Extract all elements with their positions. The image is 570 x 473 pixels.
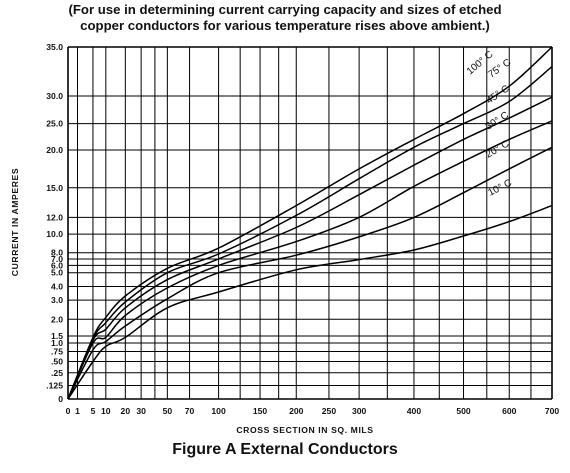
x-tick-label: 400 — [407, 406, 422, 416]
curve-75c — [67, 66, 553, 400]
y-tick-label: .25 — [51, 368, 63, 378]
curve-10c — [67, 204, 553, 400]
x-tick-label: 200 — [289, 406, 304, 416]
x-tick-label: 150 — [253, 406, 268, 416]
x-tick-label: 70 — [185, 406, 195, 416]
subtitle-line-1: (For use in determining current carrying… — [68, 2, 502, 17]
x-tick-label: 700 — [545, 406, 560, 416]
x-tick-label: 500 — [456, 406, 471, 416]
curve-20c — [67, 146, 553, 400]
tick-labels: 0 .125 .25 .50.751.01.5 2.0 3.0 4.0 5.06.07.08.… — [46, 42, 559, 416]
x-tick-label: 600 — [502, 406, 517, 416]
y-tick-label: .50 — [51, 356, 63, 366]
y-tick-label: 12.0 — [46, 212, 63, 222]
x-tick-label: 0 — [66, 406, 71, 416]
y-tick-label: 4.0 — [51, 282, 63, 292]
curve-45c — [67, 96, 553, 400]
x-tick-label: 10 — [101, 406, 111, 416]
curve-label-20c: 20° C — [484, 139, 511, 161]
x-tick-label: 20 — [121, 406, 131, 416]
y-tick-label: 30.0 — [46, 91, 63, 101]
x-tick-label: 1 — [75, 406, 80, 416]
x-tick-label: 300 — [352, 406, 367, 416]
y-tick-label: .125 — [46, 380, 63, 390]
subtitle-line-2: copper conductors for various temperatur… — [80, 18, 490, 33]
y-tick-label: 15.0 — [46, 183, 63, 193]
chart-subtitle: (For use in determining current carrying… — [0, 2, 570, 34]
x-tick-label: 5 — [91, 406, 96, 416]
curve-100c — [67, 46, 553, 400]
current-capacity-chart: 0 .125 .25 .50.751.01.5 2.0 3.0 4.0 5.06.07.08.… — [10, 42, 559, 435]
y-tick-label: 10.0 — [46, 229, 63, 239]
x-tick-label: 100 — [211, 406, 226, 416]
y-tick-label: 1.0 — [51, 338, 63, 348]
y-axis-label: CURRENT IN AMPERES — [10, 168, 20, 276]
y-tick-label: 0 — [58, 394, 63, 404]
y-tick-label: 5.0 — [51, 268, 63, 278]
grid — [67, 46, 553, 400]
curve-30c — [67, 120, 553, 400]
x-tick-label: 30 — [136, 406, 146, 416]
series-curves — [67, 46, 553, 400]
y-tick-label: 3.0 — [51, 295, 63, 305]
y-tick-label: 25.0 — [46, 119, 63, 129]
y-tick-label: 1.5 — [51, 331, 63, 341]
y-tick-label: 7.0 — [51, 254, 63, 264]
y-tick-label: 20.0 — [46, 145, 63, 155]
figure-caption: Figure A External Conductors — [172, 441, 398, 458]
x-tick-label: 250 — [322, 406, 337, 416]
x-axis-label: CROSS SECTION IN SQ. MILS — [236, 425, 373, 435]
y-tick-label: .75 — [51, 346, 63, 356]
y-tick-label: 35.0 — [46, 42, 63, 52]
x-tick-label: 50 — [163, 406, 173, 416]
y-tick-label: 2.0 — [51, 314, 63, 324]
y-tick-label: 6.0 — [51, 260, 63, 270]
y-tick-label: 8.0 — [51, 248, 63, 258]
